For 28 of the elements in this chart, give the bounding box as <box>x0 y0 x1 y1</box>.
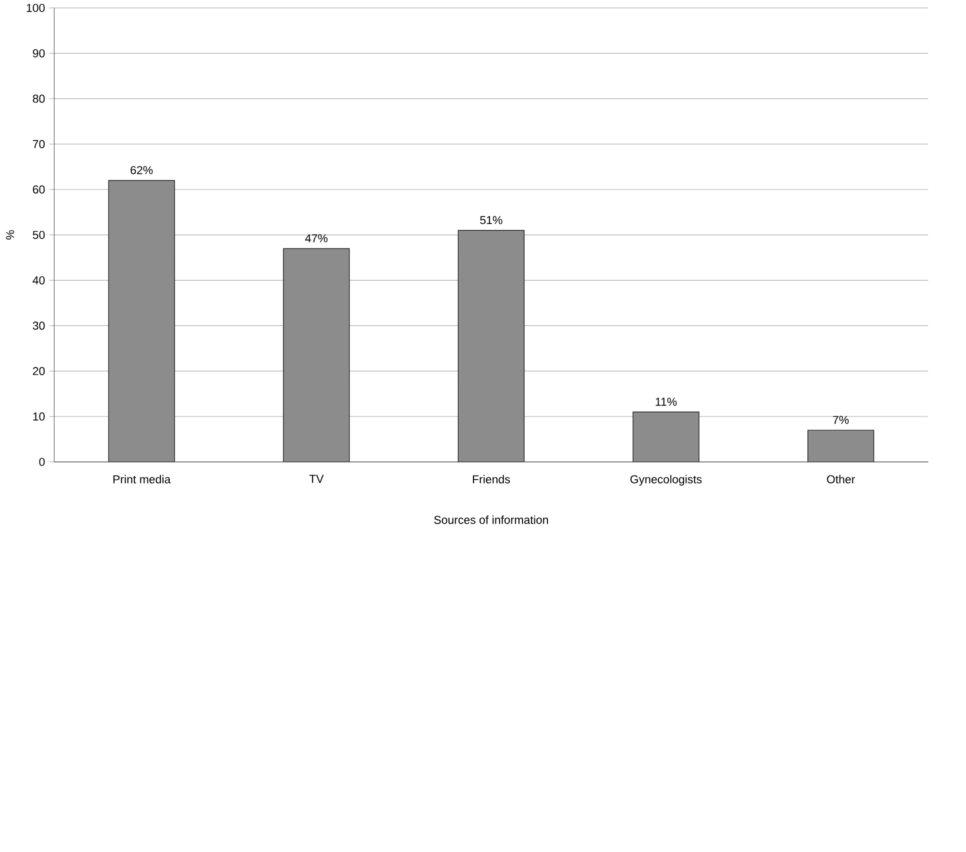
x-tick-label: Other <box>826 474 855 484</box>
y-tick-label: 0 <box>39 458 45 466</box>
data-label: 51% <box>480 216 502 224</box>
y-axis-title: % <box>6 230 14 240</box>
y-tick-label: 100 <box>26 4 45 12</box>
y-tick-label: 60 <box>32 185 45 194</box>
data-label: 47% <box>305 234 328 242</box>
x-axis-title: Sources of information <box>434 515 548 524</box>
bar <box>458 230 524 462</box>
y-tick-label: 30 <box>32 321 45 330</box>
data-label: 11% <box>656 398 677 406</box>
x-tick-label: Print media <box>113 474 171 484</box>
x-tick-label: Gynecologists <box>630 474 702 486</box>
x-tick-label: Friends <box>472 474 510 484</box>
bar <box>808 430 874 462</box>
y-tick-label: 90 <box>32 49 45 58</box>
bar <box>108 180 175 462</box>
y-tick-label: 50 <box>32 230 45 239</box>
data-label: 7% <box>833 416 849 424</box>
bar <box>633 412 699 462</box>
y-tick-label: 10 <box>33 412 45 420</box>
bar <box>283 248 350 462</box>
y-tick-label: 70 <box>32 140 45 148</box>
data-label: 62% <box>130 166 153 174</box>
y-tick-label: 40 <box>32 276 45 284</box>
y-tick-label: 20 <box>32 366 45 375</box>
x-tick-label: TV <box>309 474 324 483</box>
y-tick-label: 80 <box>32 94 45 103</box>
